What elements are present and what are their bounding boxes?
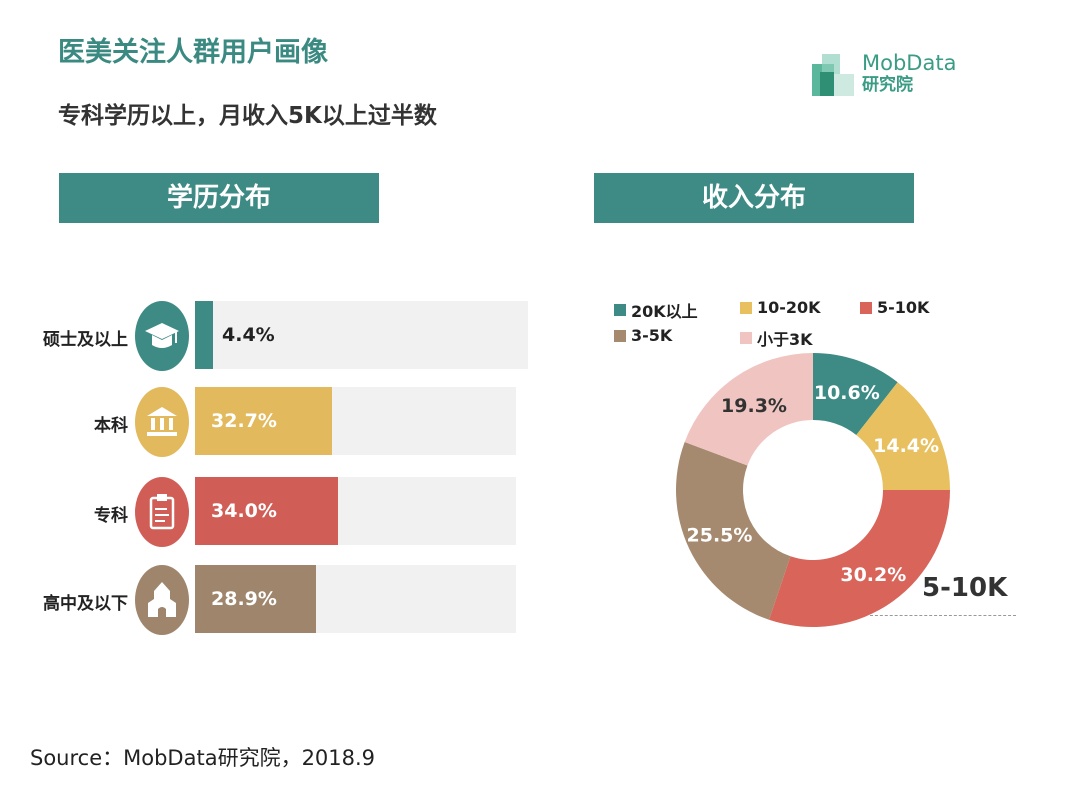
university-building-icon <box>135 387 189 457</box>
bar-category-label: 高中及以下 <box>43 594 128 614</box>
clipboard-icon <box>135 477 189 547</box>
page-title: 医美关注人群用户画像 <box>58 37 328 68</box>
source-note: Source：MobData研究院，2018.9 <box>30 746 376 770</box>
legend-swatch <box>740 301 752 314</box>
legend-label: 5-10K <box>877 298 930 317</box>
highlight-annotation: 5-10K <box>922 573 1008 603</box>
donut-slice <box>769 490 950 627</box>
legend-label: 20K以上 <box>631 302 698 321</box>
legend-swatch <box>860 301 872 314</box>
legend-item: 20K以上 <box>614 298 698 322</box>
logo-sub: 研究院 <box>862 75 913 95</box>
bar-category-label: 本科 <box>94 416 128 436</box>
donut-slice <box>676 441 791 620</box>
legend-item: 小于3K <box>740 326 813 350</box>
slice-value-label: 10.6% <box>814 382 880 404</box>
legend-item: 3-5K <box>614 326 672 345</box>
legend-label: 10-20K <box>757 298 821 317</box>
bar-value-label: 32.7% <box>211 410 277 432</box>
bar-value-label: 34.0% <box>211 500 277 522</box>
education-header: 学历分布 <box>59 173 379 223</box>
bar <box>195 477 338 545</box>
legend-item: 10-20K <box>740 298 821 317</box>
annotation-line <box>870 615 1016 616</box>
bar-value-label: 4.4% <box>222 324 275 346</box>
bar <box>195 565 317 633</box>
bar-value-label: 28.9% <box>211 588 277 610</box>
graduation-cap-icon <box>135 301 189 371</box>
income-header: 收入分布 <box>594 173 914 223</box>
bar-category-label: 专科 <box>94 506 128 526</box>
donut-slice <box>856 382 950 490</box>
slice-value-label: 14.4% <box>873 435 939 457</box>
legend-swatch <box>614 329 626 342</box>
legend-item: 5-10K <box>860 298 929 317</box>
legend-label: 小于3K <box>757 330 813 349</box>
donut-slice <box>813 353 898 435</box>
legend-swatch <box>614 304 626 316</box>
donut-slice <box>684 353 813 466</box>
slice-value-label: 19.3% <box>721 395 787 417</box>
mobdata-logo-icon <box>812 50 858 100</box>
bar <box>195 387 333 455</box>
school-house-icon <box>135 565 189 635</box>
bar-category-label: 硕士及以上 <box>43 330 128 350</box>
logo-text: MobData 研究院 <box>862 52 956 96</box>
legend-label: 3-5K <box>631 326 673 345</box>
logo-name: MobData <box>862 51 957 75</box>
legend-swatch <box>740 332 752 344</box>
bar <box>195 301 214 369</box>
page-subtitle: 专科学历以上，月收入5K以上过半数 <box>58 103 437 129</box>
slice-value-label: 30.2% <box>840 564 906 586</box>
slice-value-label: 25.5% <box>687 524 753 546</box>
bar-track <box>195 301 528 369</box>
